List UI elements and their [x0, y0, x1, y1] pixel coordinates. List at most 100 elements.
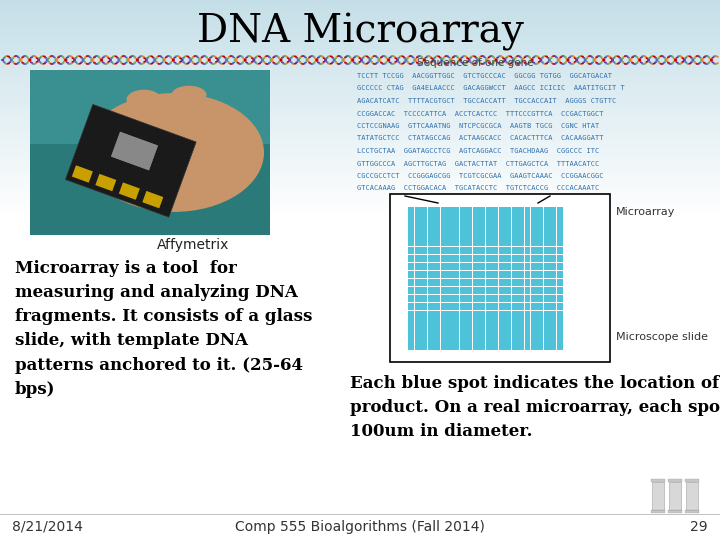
- Bar: [486, 302, 492, 310]
- Bar: [460, 223, 466, 231]
- Bar: [512, 215, 518, 222]
- Bar: [0, 408, 720, 410]
- Bar: [544, 271, 550, 278]
- Bar: [408, 279, 414, 286]
- Bar: [0, 130, 720, 132]
- Bar: [473, 207, 479, 215]
- Bar: [480, 319, 485, 326]
- Bar: [0, 140, 720, 143]
- Bar: [447, 271, 453, 278]
- Bar: [0, 286, 720, 289]
- Bar: [668, 510, 682, 513]
- Bar: [0, 70, 720, 73]
- Bar: [531, 326, 537, 334]
- Polygon shape: [95, 174, 117, 191]
- Bar: [531, 255, 537, 262]
- Bar: [537, 310, 544, 318]
- Bar: [550, 263, 557, 271]
- Bar: [390, 194, 610, 362]
- Bar: [0, 246, 720, 248]
- Bar: [434, 263, 440, 271]
- Bar: [492, 207, 498, 215]
- Bar: [512, 326, 518, 334]
- Bar: [512, 207, 518, 215]
- Bar: [524, 302, 531, 310]
- Bar: [473, 215, 479, 222]
- Bar: [415, 255, 420, 262]
- Bar: [0, 103, 720, 105]
- Bar: [0, 362, 720, 364]
- Bar: [537, 215, 544, 222]
- Bar: [0, 348, 720, 351]
- Bar: [544, 247, 550, 254]
- Bar: [0, 254, 720, 256]
- Bar: [467, 326, 472, 334]
- Bar: [454, 302, 459, 310]
- Bar: [0, 472, 720, 475]
- Bar: [473, 279, 479, 286]
- Bar: [0, 508, 720, 510]
- Bar: [0, 51, 720, 54]
- Bar: [537, 255, 544, 262]
- Bar: [505, 239, 511, 246]
- Bar: [0, 316, 720, 319]
- Bar: [0, 351, 720, 354]
- Bar: [0, 0, 720, 3]
- Bar: [467, 334, 472, 342]
- Bar: [0, 92, 720, 94]
- Bar: [512, 310, 518, 318]
- Bar: [0, 86, 720, 89]
- Bar: [550, 215, 557, 222]
- Bar: [460, 231, 466, 239]
- Bar: [531, 231, 537, 239]
- Bar: [512, 263, 518, 271]
- Text: TCCTT TCCGG  AACGGTTGGC  GTCTGCCCAC  GGCGG TGTGG  GGCATGACAT: TCCTT TCCGG AACGGTTGGC GTCTGCCCAC GGCGG …: [357, 73, 612, 79]
- Bar: [531, 223, 537, 231]
- Bar: [0, 84, 720, 86]
- Bar: [492, 223, 498, 231]
- Bar: [460, 271, 466, 278]
- Bar: [480, 295, 485, 302]
- Bar: [0, 230, 720, 232]
- Bar: [441, 207, 446, 215]
- Bar: [531, 247, 537, 254]
- Bar: [480, 279, 485, 286]
- Bar: [441, 287, 446, 294]
- Bar: [0, 227, 720, 229]
- Bar: [473, 334, 479, 342]
- Bar: [492, 263, 498, 271]
- Bar: [0, 213, 720, 216]
- Bar: [0, 292, 720, 294]
- Bar: [0, 100, 720, 103]
- Bar: [447, 310, 453, 318]
- Bar: [524, 215, 531, 222]
- Bar: [505, 334, 511, 342]
- Bar: [454, 287, 459, 294]
- Bar: [0, 197, 720, 200]
- Bar: [454, 334, 459, 342]
- Bar: [557, 279, 563, 286]
- Bar: [408, 287, 414, 294]
- Bar: [480, 271, 485, 278]
- Bar: [550, 342, 557, 350]
- Bar: [492, 326, 498, 334]
- Bar: [0, 486, 720, 489]
- Bar: [0, 181, 720, 184]
- Bar: [434, 326, 440, 334]
- Bar: [473, 247, 479, 254]
- Bar: [467, 319, 472, 326]
- Bar: [0, 521, 720, 524]
- Bar: [0, 381, 720, 383]
- Text: GTCACAAAG  CCTGGACACA  TGCATACCTC  TGTCTCACCG  CCCACAAATC: GTCACAAAG CCTGGACACA TGCATACCTC TGTCTCAC…: [357, 186, 599, 192]
- Bar: [512, 271, 518, 278]
- Bar: [473, 263, 479, 271]
- Bar: [467, 207, 472, 215]
- Bar: [447, 239, 453, 246]
- Bar: [492, 342, 498, 350]
- Bar: [0, 122, 720, 124]
- Bar: [486, 287, 492, 294]
- Bar: [454, 279, 459, 286]
- Bar: [531, 302, 537, 310]
- Bar: [531, 239, 537, 246]
- Bar: [0, 186, 720, 189]
